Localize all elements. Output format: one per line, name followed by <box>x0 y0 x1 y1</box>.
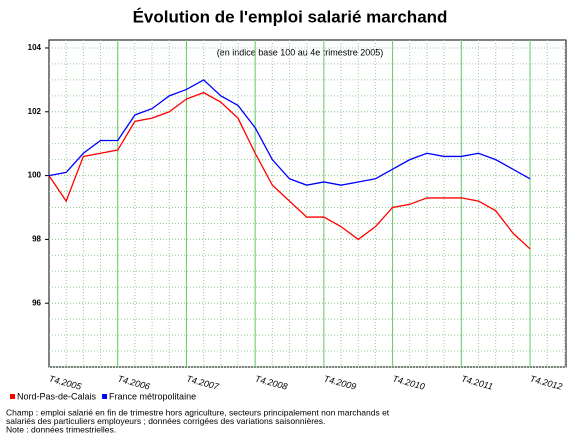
x-tick-label: T4.2008 <box>254 374 288 392</box>
x-tick-label: T4.2011 <box>460 374 494 392</box>
footnote: salariés des particuliers employeurs ; d… <box>6 416 325 426</box>
series-line <box>48 91 531 250</box>
footnote: Champ : emploi salarié en fin de trimest… <box>6 407 390 417</box>
x-tick-label: T4.2009 <box>323 374 357 392</box>
chart-title: Évolution de l'emploi salarié marchand <box>133 7 448 26</box>
legend-label: France métropolitaine <box>109 391 196 401</box>
y-tick-label: 98 <box>32 234 41 243</box>
legend-swatch <box>10 394 15 399</box>
y-tick-label: 104 <box>28 43 42 52</box>
y-tick-label: 102 <box>28 107 42 116</box>
plot-frame <box>48 39 567 368</box>
legend-swatch <box>102 394 108 399</box>
legend-label: Nord-Pas-de-Calais <box>17 391 97 401</box>
x-tick-label: T4.2010 <box>391 374 425 392</box>
y-tick-label: 96 <box>32 298 41 307</box>
chart-subtitle: (en indice base 100 au 4e trimestre 2005… <box>217 47 384 57</box>
series-line <box>48 79 531 186</box>
x-tick-label: T4.2005 <box>48 374 83 392</box>
y-tick-label: 100 <box>28 171 42 180</box>
x-tick-label: T4.2006 <box>117 374 151 392</box>
footnote: Note : données trimestrielles. <box>6 424 116 434</box>
x-tick-label: T4.2012 <box>529 374 563 392</box>
x-tick-label: T4.2007 <box>185 374 220 392</box>
